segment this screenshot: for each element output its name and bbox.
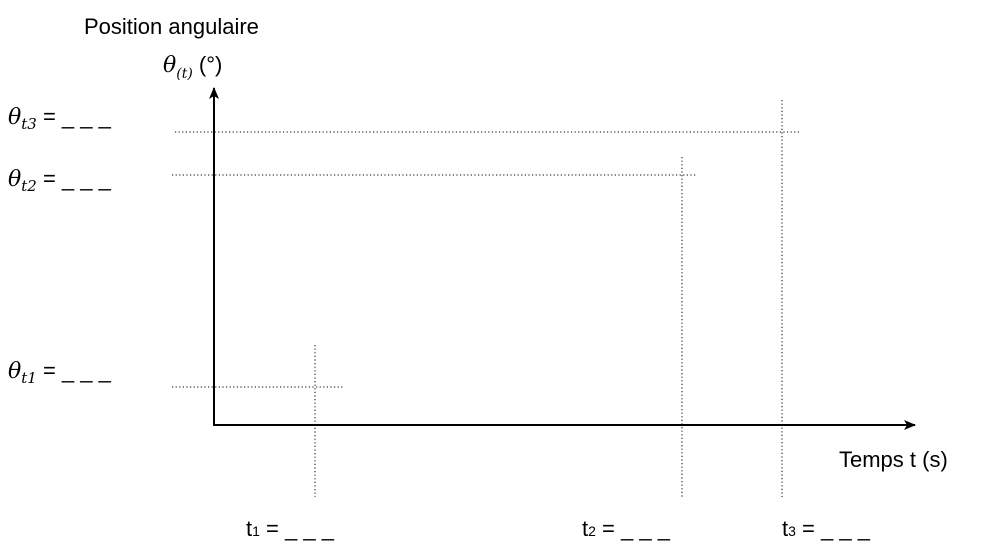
x-axis-title: Temps t (s) [839, 447, 948, 472]
theta-t3-label: θt3 = _ _ _ [8, 104, 112, 133]
theta-t2-label: θt2 = _ _ _ [8, 166, 112, 195]
t2-label: t2 = _ _ _ [582, 516, 671, 541]
t1-label: t1 = _ _ _ [246, 516, 335, 541]
theta-t1-label: θt1 = _ _ _ [8, 358, 112, 387]
t3-label: t3 = _ _ _ [782, 516, 871, 541]
y-axis-title: Position angulaire [84, 14, 259, 39]
y-axis-symbol: θ(t) (°) [163, 52, 222, 82]
